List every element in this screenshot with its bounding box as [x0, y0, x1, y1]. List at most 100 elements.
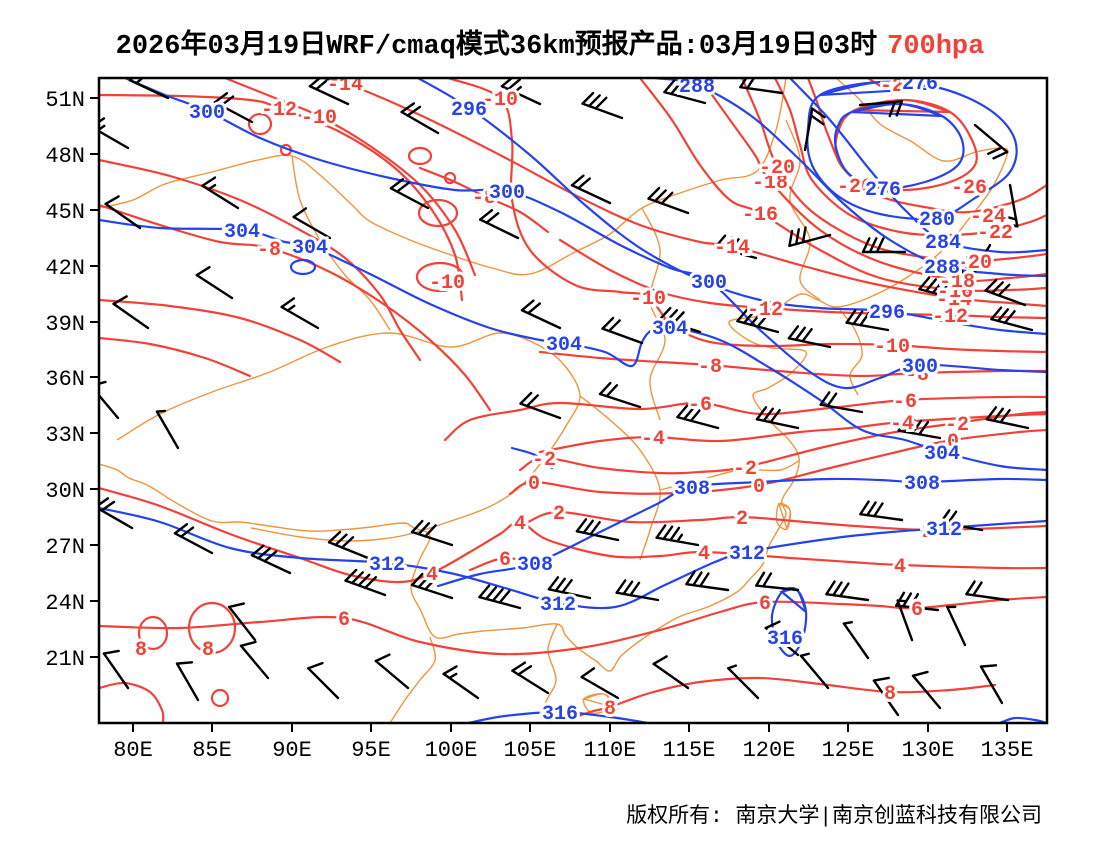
map-border-line	[99, 78, 787, 276]
wind-barb-tick	[478, 584, 491, 599]
contour-loop	[289, 258, 317, 276]
contour-line	[538, 412, 1047, 454]
wind-barb-tick	[658, 306, 672, 321]
wind-barb-tick	[908, 593, 920, 609]
wind-barb-tick	[406, 105, 422, 117]
temperature-contours	[99, 78, 1047, 723]
wind-barb-tick	[727, 238, 740, 252]
wind-barb	[227, 602, 257, 642]
contour-label: -18	[752, 172, 788, 195]
wind-barb-tick	[485, 212, 500, 224]
wind-barb-shaft	[799, 654, 830, 690]
contour-label: 296	[869, 302, 905, 325]
contour-label: -14	[714, 237, 750, 260]
wind-barb-tick	[357, 573, 371, 587]
wind-barb-halftick	[448, 672, 458, 680]
wind-barb-tick	[1001, 221, 1019, 228]
wind-barb-tick	[250, 544, 265, 557]
contour-label: -10	[482, 89, 518, 112]
contour-label: -10	[874, 336, 910, 359]
contour-loop	[247, 112, 273, 136]
wind-barb-tick	[575, 518, 588, 533]
contour-label: 312	[729, 543, 765, 566]
wind-barb-tick	[911, 670, 929, 678]
wind-barb-tick	[872, 676, 890, 682]
wind-barb-halftick	[99, 124, 106, 132]
wind-barb-tick	[350, 571, 364, 585]
contour-line	[558, 676, 997, 723]
contour-label: 8	[135, 639, 147, 662]
contour-label: 308	[517, 554, 553, 577]
wind-barb	[959, 243, 992, 283]
wind-barb	[307, 661, 340, 700]
lon-label: 110E	[584, 738, 637, 763]
wind-barb-tick	[102, 649, 120, 655]
wind-barb-tick	[938, 281, 951, 296]
wind-barb-tick	[601, 316, 615, 330]
contour-label: 6	[911, 599, 923, 622]
wind-barb-shaft	[155, 410, 180, 450]
wind-barb-tick	[787, 325, 800, 340]
contour-label: 2	[922, 521, 934, 544]
contour-label: 304	[652, 318, 688, 341]
wind-barb-tick	[315, 78, 329, 91]
wind-barb-tick	[519, 391, 533, 405]
wind-barb-tick	[498, 589, 511, 604]
wind-barb	[598, 381, 642, 409]
contour-label: 0	[947, 431, 959, 454]
wind-barb-tick	[755, 406, 768, 421]
lon-label: 105E	[504, 738, 557, 763]
wind-barb	[520, 299, 562, 330]
wind-barb-tick	[665, 309, 679, 323]
wind-barb-tick	[554, 577, 566, 592]
wind-barb-tick	[581, 91, 595, 105]
wind-barb-tick	[395, 181, 411, 193]
lon-label: 90E	[272, 738, 312, 763]
wind-barb-tick	[962, 261, 974, 277]
wind-barb	[292, 207, 332, 240]
wind-barb-shaft	[580, 675, 620, 700]
wind-barb-tick	[173, 523, 189, 535]
contour-label: -16	[937, 281, 973, 304]
wind-barb-shaft	[104, 202, 142, 230]
wind-barb	[979, 664, 1004, 705]
lat-label: 48N	[45, 144, 85, 169]
contour-label: 304	[546, 334, 582, 357]
copyright-text: 版权所有: 南京大学|南京创蓝科技有限公司	[626, 806, 1042, 829]
wind-barb	[799, 652, 830, 690]
wind-barb-shaft	[842, 622, 870, 660]
wind-barb-tick	[647, 186, 661, 200]
lat-label: 39N	[45, 312, 85, 337]
wind-barb-tick	[809, 114, 825, 126]
wind-barb-tick	[607, 319, 621, 333]
contour-line	[223, 78, 477, 277]
contour-label: 0	[753, 476, 765, 499]
wind-barb-tick	[594, 96, 608, 110]
contour-label: -2	[733, 458, 757, 481]
contour-line	[99, 336, 252, 378]
wind-barb-tick	[669, 526, 681, 542]
lat-label: 30N	[45, 479, 85, 504]
contour-label: -22	[977, 222, 1013, 245]
wind-barb-tick	[99, 117, 106, 124]
map-border-line	[579, 395, 661, 561]
contour-label: 6	[499, 549, 511, 572]
wind-barb-tick	[895, 591, 906, 607]
contour-label: 316	[542, 703, 578, 726]
wind-barb-tick	[511, 661, 527, 672]
wind-barb	[511, 661, 550, 695]
wind-barb	[825, 580, 870, 602]
contour-line	[99, 298, 342, 364]
wind-barb-tick	[682, 406, 696, 421]
contour-label: 6	[759, 593, 771, 616]
wind-barb-tick	[99, 380, 107, 385]
contour-label: -18	[939, 271, 975, 294]
wind-barb	[872, 676, 900, 717]
lat-label: 36N	[45, 367, 85, 392]
wind-barb-tick	[904, 418, 916, 434]
contour-line	[99, 158, 422, 362]
contour-label: 288	[679, 76, 715, 99]
wind-barb-tick	[344, 568, 358, 582]
wind-barb-tick	[972, 581, 983, 597]
wind-barb-tick	[662, 525, 674, 541]
